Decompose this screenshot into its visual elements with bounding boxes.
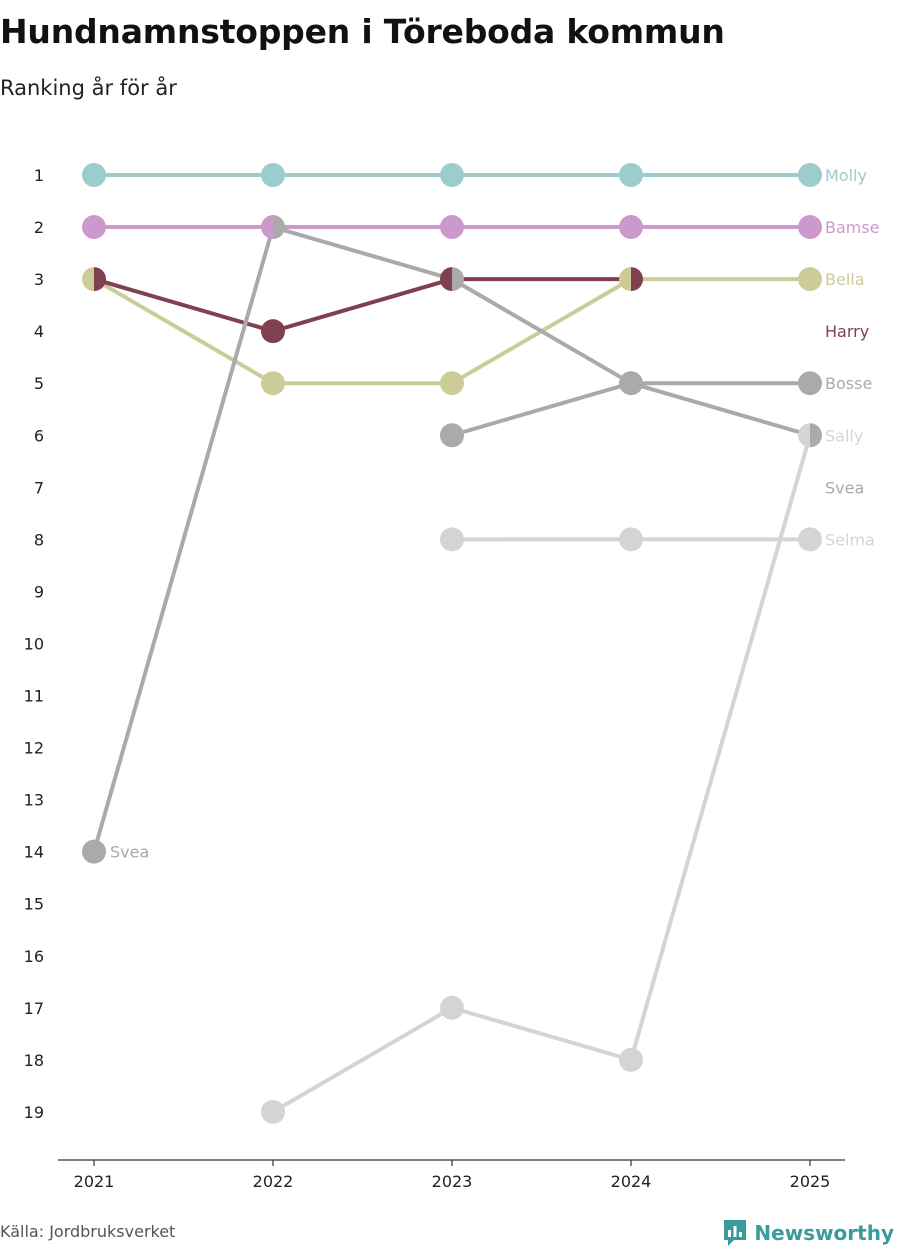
y-tick-label: 2 bbox=[34, 218, 44, 237]
line-harry bbox=[92, 277, 633, 334]
y-tick-label: 10 bbox=[24, 634, 44, 653]
point-selma bbox=[798, 527, 822, 552]
y-tick-label: 4 bbox=[34, 322, 44, 341]
y-tick-label: 11 bbox=[24, 687, 44, 706]
x-tick-label: 2025 bbox=[790, 1172, 831, 1191]
point-svea bbox=[273, 215, 285, 240]
point-sally bbox=[261, 1099, 285, 1124]
point-bosse bbox=[798, 371, 822, 396]
point-molly bbox=[440, 163, 464, 187]
end-label-bosse: Bosse bbox=[825, 374, 872, 393]
y-tick-label: 13 bbox=[24, 791, 44, 810]
y-tick-label: 7 bbox=[34, 478, 44, 497]
point-bamse bbox=[619, 215, 643, 240]
point-harry bbox=[631, 267, 643, 292]
y-tick-label: 17 bbox=[24, 999, 44, 1018]
point-bella bbox=[440, 371, 464, 396]
brand-name: Newsworthy bbox=[754, 1221, 894, 1245]
y-tick-label: 16 bbox=[24, 947, 44, 966]
end-label-selma: Selma bbox=[825, 530, 875, 549]
end-label-molly: Molly bbox=[825, 166, 867, 185]
y-tick-label: 1 bbox=[34, 166, 44, 185]
chart-title: Hundnamnstoppen i Töreboda kommun bbox=[0, 12, 725, 51]
point-bamse bbox=[82, 215, 106, 240]
x-tick-label: 2024 bbox=[611, 1172, 652, 1191]
y-tick-label: 15 bbox=[24, 895, 44, 914]
chart-subtitle: Ranking år för år bbox=[0, 76, 177, 100]
point-bosse bbox=[619, 371, 631, 396]
point-svea bbox=[631, 371, 643, 396]
x-tick-label: 2022 bbox=[253, 1172, 294, 1191]
y-tick-label: 6 bbox=[34, 426, 44, 445]
series-lines bbox=[92, 173, 812, 1114]
point-harry bbox=[440, 267, 452, 292]
start-label-svea: Svea bbox=[110, 843, 149, 862]
y-tick-label: 3 bbox=[34, 270, 44, 289]
point-bamse bbox=[440, 215, 464, 240]
point-sally bbox=[619, 1047, 643, 1072]
x-tick-label: 2021 bbox=[74, 1172, 115, 1191]
end-label-bamse: Bamse bbox=[825, 218, 880, 237]
end-label-svea: Svea bbox=[825, 478, 864, 497]
point-molly bbox=[261, 163, 285, 187]
point-harry bbox=[94, 267, 107, 292]
point-svea bbox=[810, 423, 822, 448]
point-selma bbox=[440, 527, 464, 552]
point-bella bbox=[82, 267, 94, 292]
point-bamse bbox=[798, 215, 822, 240]
point-sally bbox=[440, 995, 464, 1020]
point-svea bbox=[452, 267, 464, 292]
point-harry bbox=[261, 319, 285, 344]
point-bella bbox=[261, 371, 285, 396]
point-selma bbox=[619, 527, 643, 552]
point-bella bbox=[798, 267, 822, 292]
x-tick-label: 2023 bbox=[432, 1172, 473, 1191]
y-tick-label: 18 bbox=[24, 1051, 44, 1070]
point-bella bbox=[619, 267, 631, 292]
line-bella bbox=[92, 277, 812, 386]
series-labels: Molly Bamse Bella Harry Bosse Sally Svea Selma S… bbox=[110, 166, 880, 862]
end-label-sally: Sally bbox=[825, 426, 863, 445]
newsworthy-logo-icon bbox=[724, 1220, 747, 1246]
y-tick-label: 5 bbox=[34, 374, 44, 393]
line-sally bbox=[271, 433, 812, 1114]
point-svea bbox=[82, 839, 106, 864]
point-sally bbox=[798, 423, 810, 448]
brand[interactable]: Newsworthy bbox=[722, 1218, 894, 1248]
y-tick-label: 19 bbox=[24, 1103, 44, 1122]
point-molly bbox=[82, 163, 106, 187]
point-molly bbox=[798, 163, 822, 187]
y-tick-label: 14 bbox=[24, 843, 44, 862]
source-note: Källa: Jordbruksverket bbox=[0, 1222, 176, 1241]
end-label-bella: Bella bbox=[825, 270, 865, 289]
y-tick-label: 8 bbox=[34, 530, 44, 549]
point-molly bbox=[619, 163, 643, 187]
point-bamse bbox=[261, 215, 273, 240]
y-tick-label: 9 bbox=[34, 582, 44, 601]
y-tick-label: 12 bbox=[24, 739, 44, 758]
end-label-harry: Harry bbox=[825, 322, 869, 341]
series-points bbox=[82, 163, 822, 1124]
point-bosse bbox=[440, 423, 464, 448]
